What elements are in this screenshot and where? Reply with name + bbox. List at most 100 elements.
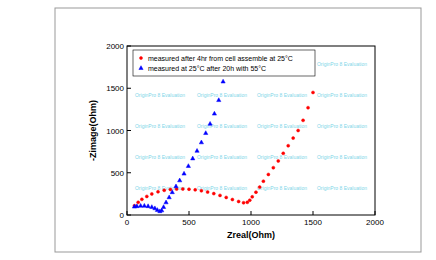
data-point [312, 91, 315, 94]
data-point [297, 129, 300, 132]
legend-box [133, 50, 315, 76]
watermark: OriginPro 8 Evaluation [135, 92, 185, 98]
watermark: OriginPro 8 Evaluation [317, 185, 367, 191]
data-point [157, 190, 160, 193]
data-point [272, 166, 275, 169]
data-point [167, 195, 171, 199]
data-point [186, 164, 190, 168]
x-tick-label: 1500 [304, 218, 322, 227]
data-point [221, 79, 225, 83]
data-point [140, 198, 143, 201]
data-point [225, 196, 228, 199]
watermark: OriginPro 8 Evaluation [135, 154, 185, 160]
data-point [287, 144, 290, 147]
data-point [139, 203, 143, 207]
data-point [302, 119, 305, 122]
y-tick [127, 88, 131, 89]
watermark: OriginPro 8 Evaluation [197, 154, 247, 160]
data-point [204, 131, 208, 135]
legend-marker [140, 57, 143, 60]
data-point [146, 204, 150, 208]
data-point [258, 186, 261, 189]
watermark: OriginPro 8 Evaluation [257, 123, 307, 129]
data-point [212, 192, 215, 195]
data-point [206, 191, 209, 194]
y-tick-label: 0 [120, 211, 125, 220]
x-tick-label: 1000 [242, 218, 260, 227]
plot-frame [127, 46, 375, 215]
data-point [251, 195, 254, 198]
data-point [199, 140, 203, 144]
data-point [174, 184, 178, 188]
legend: measured after 4hr from cell assemble at… [133, 50, 315, 76]
y-tick-label: 1500 [106, 84, 124, 93]
legend-label: measured at 25°C after 20h with 55°C [148, 65, 266, 72]
watermark: OriginPro 8 Evaluation [317, 61, 367, 67]
data-point [181, 187, 184, 190]
data-point [191, 156, 195, 160]
watermark: OriginPro 8 Evaluation [135, 123, 185, 129]
data-point [282, 152, 285, 155]
data-point [248, 199, 251, 202]
chart: OriginPro 8 Evaluation OriginPro 8 Evalua… [0, 0, 436, 260]
watermark: OriginPro 8 Evaluation [257, 185, 307, 191]
x-tick [251, 211, 252, 215]
x-tick [127, 211, 128, 215]
data-point [254, 191, 257, 194]
legend-marker [139, 66, 143, 70]
data-point [292, 137, 295, 140]
data-point [170, 190, 174, 194]
y-tick [127, 215, 131, 216]
watermark: OriginPro 8 Evaluation [197, 123, 247, 129]
data-point [137, 201, 140, 204]
x-tick-label: 500 [182, 218, 196, 227]
watermark: OriginPro 8 Evaluation [257, 92, 307, 98]
data-point [212, 111, 216, 115]
data-point [246, 201, 249, 204]
y-tick-label: 500 [111, 169, 125, 178]
x-tick-label: 2000 [366, 218, 384, 227]
data-point [237, 200, 240, 203]
watermark: OriginPro 8 Evaluation [197, 185, 247, 191]
watermark: OriginPro 8 Evaluation [317, 92, 367, 98]
y-axis-label: -Zimage(Ohm) [88, 100, 98, 161]
x-tick [313, 211, 314, 215]
y-tick [127, 46, 131, 47]
watermark: OriginPro 8 Evaluation [317, 154, 367, 160]
watermark: OriginPro 8 Evaluation [257, 154, 307, 160]
data-point [188, 188, 191, 191]
y-tick [127, 172, 131, 173]
data-point [182, 171, 186, 175]
data-point [178, 178, 182, 182]
data-point [169, 188, 172, 191]
data-point [163, 189, 166, 192]
x-tick [189, 211, 190, 215]
data-point [164, 200, 168, 204]
data-point [262, 180, 265, 183]
data-point [195, 148, 199, 152]
data-point [150, 192, 153, 195]
data-point [231, 198, 234, 201]
y-tick-label: 1000 [106, 127, 124, 136]
data-point [200, 189, 203, 192]
data-point [307, 106, 310, 109]
data-point [142, 203, 146, 207]
y-tick [127, 130, 131, 131]
data-point [217, 98, 221, 102]
figure-frame [55, 8, 421, 252]
x-axis-label: Zreal(Ohm) [227, 230, 275, 240]
data-point [208, 121, 212, 125]
data-point [267, 173, 270, 176]
data-point [145, 195, 148, 198]
plot-marks [132, 79, 314, 213]
watermark: OriginPro 8 Evaluation [317, 123, 367, 129]
legend-label: measured after 4hr from cell assemble at… [148, 55, 293, 62]
data-point [277, 159, 280, 162]
chart-root: OriginPro 8 Evaluation OriginPro 8 Evalua… [0, 0, 436, 260]
data-point [150, 205, 154, 209]
data-point [242, 201, 245, 204]
data-point [161, 205, 165, 209]
y-tick-label: 2000 [106, 42, 124, 51]
x-tick-label: 0 [125, 218, 130, 227]
watermark: OriginPro 8 Evaluation [197, 92, 247, 98]
